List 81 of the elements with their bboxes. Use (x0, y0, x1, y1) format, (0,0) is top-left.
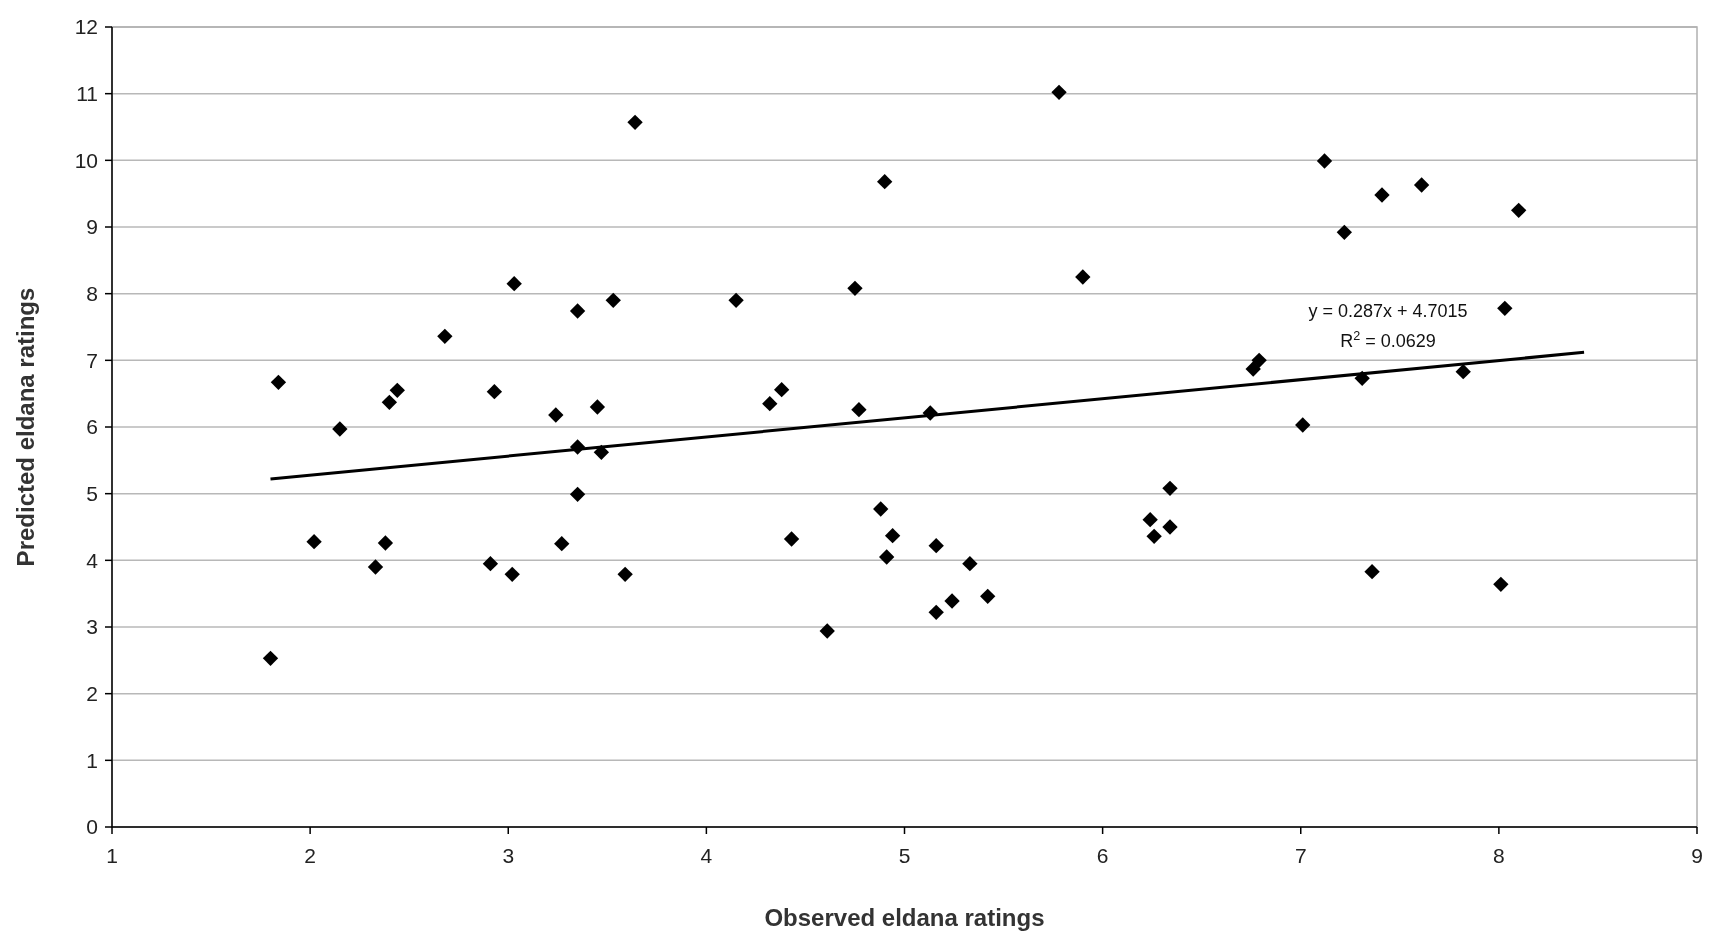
point (1364, 564, 1380, 580)
point (482, 556, 499, 572)
y-tick-label: 11 (76, 82, 98, 106)
point (262, 650, 279, 666)
point (847, 280, 863, 296)
point (1295, 417, 1311, 433)
point (437, 328, 453, 344)
annotation: y = 0.287x + 4.7015 (1308, 300, 1468, 321)
y-axis-title: Predicted eldana ratings (12, 287, 39, 567)
point (1336, 224, 1353, 240)
y-tick-label: 7 (86, 348, 98, 372)
x-tick-label: 5 (898, 844, 911, 867)
point (928, 604, 944, 620)
y-tick-label: 1 (86, 748, 98, 772)
point (589, 399, 606, 415)
point (944, 593, 960, 609)
point (627, 114, 643, 130)
annotation: R$^{2}$ = 0.0629 (1340, 328, 1436, 351)
point (506, 276, 522, 292)
point (1374, 187, 1390, 203)
point (270, 374, 287, 390)
y-tick-label: 4 (86, 548, 99, 572)
y-tick-label: 12 (74, 15, 98, 39)
point (773, 382, 790, 398)
point (1051, 84, 1067, 100)
point (377, 535, 394, 551)
point (381, 394, 398, 410)
point (1413, 177, 1430, 193)
point (569, 303, 586, 319)
point (486, 384, 503, 400)
y-tick-label: 8 (86, 282, 98, 306)
x-tick-label: 9 (1691, 844, 1703, 867)
x-tick-label: 4 (700, 844, 713, 867)
point (1493, 576, 1509, 592)
point (783, 531, 800, 547)
point (980, 588, 996, 604)
x-tick-label: 6 (1096, 844, 1109, 867)
point (1162, 480, 1178, 496)
x-tick-label: 1 (106, 844, 118, 867)
point (728, 292, 744, 308)
point (605, 292, 621, 308)
point (1075, 269, 1091, 285)
point (504, 566, 520, 582)
point (548, 407, 564, 423)
point (873, 501, 889, 517)
x-tick-label: 7 (1294, 844, 1307, 867)
point (851, 402, 867, 418)
point (1146, 528, 1162, 544)
y-tick-label: 0 (86, 815, 98, 839)
point (1316, 153, 1333, 169)
y-tick-label: 10 (74, 148, 98, 172)
point (617, 566, 633, 582)
point (1162, 519, 1178, 535)
y-tick-label: 2 (86, 682, 98, 706)
x-tick-label: 8 (1493, 844, 1505, 867)
x-axis-title: Observed eldana ratings (764, 904, 1045, 931)
point (569, 486, 586, 502)
point (1251, 352, 1267, 368)
y-tick-label: 5 (86, 482, 98, 506)
point (1142, 512, 1158, 528)
point (877, 174, 893, 190)
point (819, 623, 835, 639)
point (1511, 202, 1527, 218)
y-tick-label: 3 (86, 615, 98, 639)
point (1245, 361, 1261, 377)
point (389, 382, 405, 398)
point (332, 421, 348, 437)
point (884, 528, 901, 544)
x-tick-label: 2 (304, 844, 316, 867)
point (962, 556, 978, 572)
y-tick-label: 6 (86, 415, 98, 439)
point (762, 396, 778, 412)
point (367, 559, 384, 575)
x-tick-label: 3 (502, 844, 515, 867)
point (554, 536, 570, 552)
y-tick-label: 9 (86, 215, 98, 239)
point (306, 534, 322, 550)
point (928, 538, 944, 554)
point (879, 549, 895, 565)
point (1455, 364, 1471, 380)
point (1497, 300, 1513, 316)
